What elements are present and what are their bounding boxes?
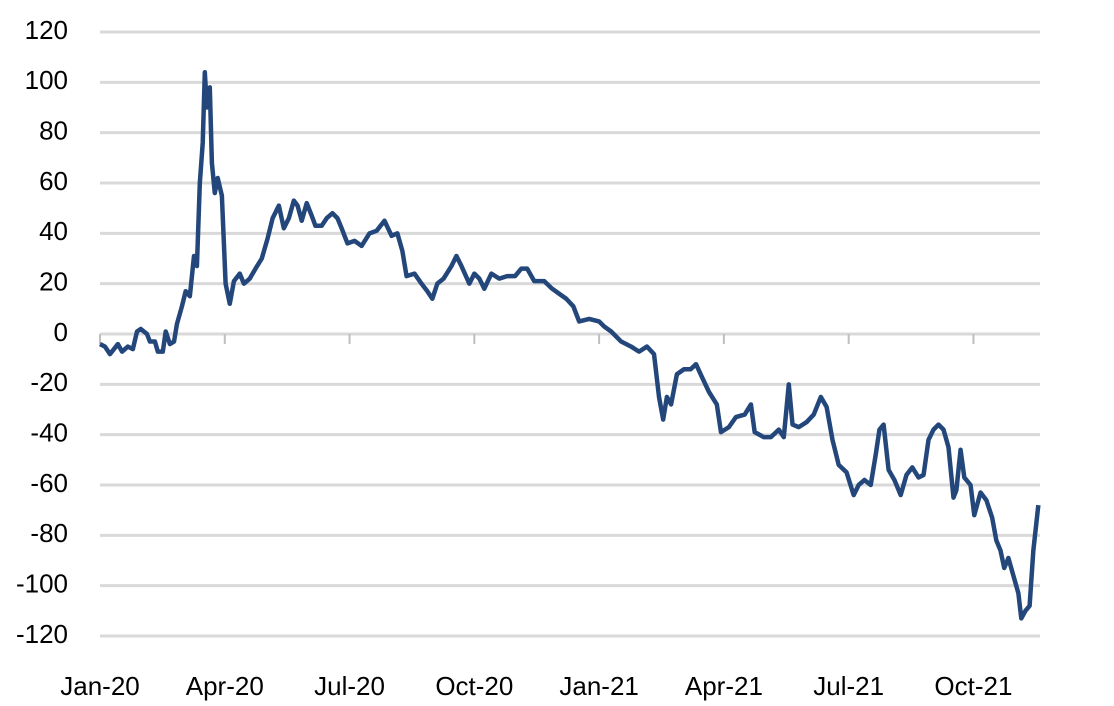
y-tick-label: 20 [39,267,68,297]
x-tick-label: Jul-20 [314,671,385,701]
x-tick-label: Jan-21 [559,671,639,701]
y-tick-label: 40 [39,216,68,246]
data-line [98,70,1041,621]
y-tick-label: -40 [30,418,68,448]
y-tick-label: 0 [54,317,68,347]
x-tick-label: Oct-21 [934,671,1012,701]
y-tick-label: 100 [25,65,68,95]
x-tick-label: Apr-20 [186,671,264,701]
y-tick-label: -60 [30,468,68,498]
x-tick-label: Jan-20 [60,671,140,701]
x-tick-label: Jul-21 [813,671,884,701]
y-tick-label: 60 [39,166,68,196]
y-tick-label: -80 [30,518,68,548]
y-tick-label: 120 [25,15,68,45]
x-tick-label: Oct-20 [435,671,513,701]
y-tick-label: -120 [16,619,68,649]
y-tick-label: -20 [30,367,68,397]
x-tick-label: Apr-21 [685,671,763,701]
y-tick-label: 80 [39,116,68,146]
y-tick-label: -100 [16,569,68,599]
